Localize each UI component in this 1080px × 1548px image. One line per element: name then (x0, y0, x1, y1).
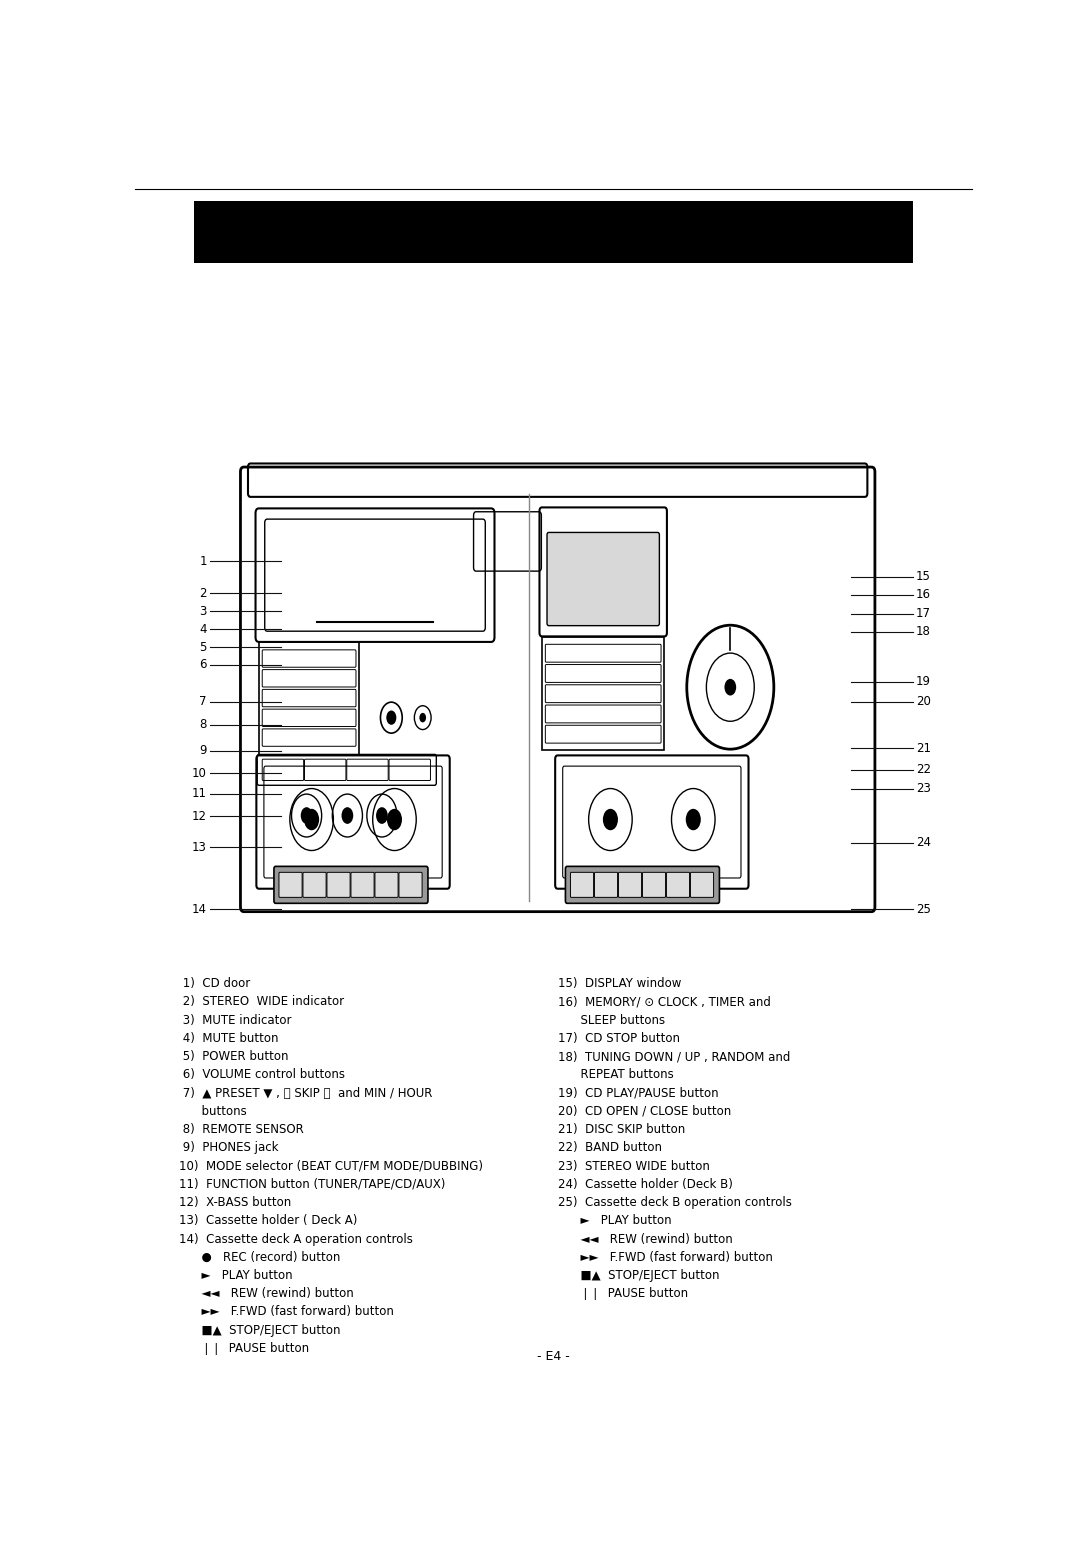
Text: 4)  MUTE button: 4) MUTE button (178, 1033, 278, 1045)
Text: 18: 18 (916, 625, 931, 638)
FancyBboxPatch shape (351, 873, 374, 898)
Text: 6)  VOLUME control buttons: 6) VOLUME control buttons (178, 1068, 345, 1082)
Circle shape (725, 680, 737, 695)
FancyBboxPatch shape (303, 873, 326, 898)
Text: 9: 9 (200, 745, 207, 757)
Text: 10: 10 (192, 766, 207, 780)
Text: 4: 4 (200, 622, 207, 636)
Text: 1)  CD door: 1) CD door (178, 977, 249, 991)
Circle shape (376, 807, 388, 824)
Text: 15)  DISPLAY window: 15) DISPLAY window (557, 977, 681, 991)
FancyBboxPatch shape (327, 873, 350, 898)
Text: ◄◄   REW (rewind) button: ◄◄ REW (rewind) button (178, 1288, 353, 1300)
Text: 2: 2 (200, 587, 207, 601)
Text: ►   PLAY button: ► PLAY button (557, 1214, 672, 1228)
Text: 8: 8 (200, 718, 207, 731)
Text: 16: 16 (916, 588, 931, 601)
Text: 16)  MEMORY/ ⊙ CLOCK , TIMER and: 16) MEMORY/ ⊙ CLOCK , TIMER and (557, 995, 770, 1008)
Circle shape (300, 807, 312, 824)
FancyBboxPatch shape (594, 873, 618, 898)
Text: SLEEP buttons: SLEEP buttons (557, 1014, 665, 1026)
FancyBboxPatch shape (546, 533, 660, 625)
Text: 24)  Cassette holder (Deck B): 24) Cassette holder (Deck B) (557, 1178, 732, 1190)
Text: ►►   F.FWD (fast forward) button: ►► F.FWD (fast forward) button (178, 1305, 393, 1319)
Text: 19: 19 (916, 675, 931, 689)
Text: 23: 23 (916, 782, 931, 796)
Text: 24: 24 (916, 836, 931, 848)
Circle shape (419, 714, 427, 723)
Text: 20)  CD OPEN / CLOSE button: 20) CD OPEN / CLOSE button (557, 1105, 731, 1118)
FancyBboxPatch shape (279, 873, 302, 898)
Bar (542, 638, 664, 751)
Text: ►   PLAY button: ► PLAY button (178, 1269, 293, 1282)
Text: 5)  POWER button: 5) POWER button (178, 1050, 288, 1063)
Text: 22)  BAND button: 22) BAND button (557, 1141, 662, 1155)
Text: 25: 25 (916, 902, 931, 916)
FancyBboxPatch shape (619, 873, 642, 898)
Text: 25)  Cassette deck B operation controls: 25) Cassette deck B operation controls (557, 1197, 792, 1209)
FancyBboxPatch shape (274, 867, 428, 904)
Text: 12: 12 (192, 810, 207, 824)
Text: 3)  MUTE indicator: 3) MUTE indicator (178, 1014, 291, 1026)
Bar (259, 641, 360, 754)
Text: 12)  X-BASS button: 12) X-BASS button (178, 1197, 291, 1209)
Text: 18)  TUNING DOWN / UP , RANDOM and: 18) TUNING DOWN / UP , RANDOM and (557, 1050, 791, 1063)
Text: 17)  CD STOP button: 17) CD STOP button (557, 1033, 679, 1045)
Circle shape (686, 808, 701, 830)
FancyBboxPatch shape (375, 873, 399, 898)
Circle shape (603, 808, 618, 830)
Text: ●   REC (record) button: ● REC (record) button (178, 1251, 340, 1263)
Text: 11: 11 (192, 788, 207, 800)
Text: ◄◄   REW (rewind) button: ◄◄ REW (rewind) button (557, 1232, 732, 1246)
Text: 21)  DISC SKIP button: 21) DISC SKIP button (557, 1124, 685, 1136)
FancyBboxPatch shape (566, 867, 719, 904)
Text: ■▲  STOP/EJECT button: ■▲ STOP/EJECT button (557, 1269, 719, 1282)
Text: 20: 20 (916, 695, 931, 709)
Text: 13)  Cassette holder ( Deck A): 13) Cassette holder ( Deck A) (178, 1214, 356, 1228)
Circle shape (387, 808, 402, 830)
Text: 17: 17 (916, 607, 931, 621)
Text: - E4 -: - E4 - (537, 1350, 570, 1362)
FancyBboxPatch shape (643, 873, 665, 898)
Text: 9)  PHONES jack: 9) PHONES jack (178, 1141, 278, 1155)
Text: ❘❘  PAUSE button: ❘❘ PAUSE button (557, 1288, 688, 1300)
Circle shape (305, 808, 320, 830)
Text: 14)  Cassette deck A operation controls: 14) Cassette deck A operation controls (178, 1232, 413, 1246)
Text: 15: 15 (916, 570, 931, 584)
FancyBboxPatch shape (399, 873, 422, 898)
Bar (193, 201, 914, 263)
Text: 22: 22 (916, 763, 931, 776)
Text: 3: 3 (200, 605, 207, 618)
Text: 8)  REMOTE SENSOR: 8) REMOTE SENSOR (178, 1124, 303, 1136)
Text: 5: 5 (200, 641, 207, 653)
Text: 2)  STEREO  WIDE indicator: 2) STEREO WIDE indicator (178, 995, 343, 1008)
Text: ►►   F.FWD (fast forward) button: ►► F.FWD (fast forward) button (557, 1251, 772, 1263)
Text: REPEAT buttons: REPEAT buttons (557, 1068, 674, 1082)
Text: 19)  CD PLAY/PAUSE button: 19) CD PLAY/PAUSE button (557, 1087, 718, 1099)
Text: ■▲  STOP/EJECT button: ■▲ STOP/EJECT button (178, 1324, 340, 1337)
Text: 1: 1 (200, 554, 207, 568)
Text: 21: 21 (916, 741, 931, 755)
FancyBboxPatch shape (570, 873, 594, 898)
Text: buttons: buttons (178, 1105, 246, 1118)
Text: 11)  FUNCTION button (TUNER/TAPE/CD/AUX): 11) FUNCTION button (TUNER/TAPE/CD/AUX) (178, 1178, 445, 1190)
Circle shape (341, 807, 353, 824)
Text: ❘❘  PAUSE button: ❘❘ PAUSE button (178, 1342, 309, 1354)
Text: 10)  MODE selector (BEAT CUT/FM MODE/DUBBING): 10) MODE selector (BEAT CUT/FM MODE/DUBB… (178, 1159, 483, 1172)
Text: 7: 7 (200, 695, 207, 709)
Text: 7)  ▲ PRESET ▼ , ⏮ SKIP ⏭  and MIN / HOUR: 7) ▲ PRESET ▼ , ⏮ SKIP ⏭ and MIN / HOUR (178, 1087, 432, 1099)
Text: 13: 13 (192, 841, 207, 854)
Text: 23)  STEREO WIDE button: 23) STEREO WIDE button (557, 1159, 710, 1172)
Circle shape (387, 711, 396, 724)
FancyBboxPatch shape (666, 873, 690, 898)
FancyBboxPatch shape (690, 873, 714, 898)
Text: 6: 6 (200, 658, 207, 672)
Text: 14: 14 (192, 902, 207, 916)
